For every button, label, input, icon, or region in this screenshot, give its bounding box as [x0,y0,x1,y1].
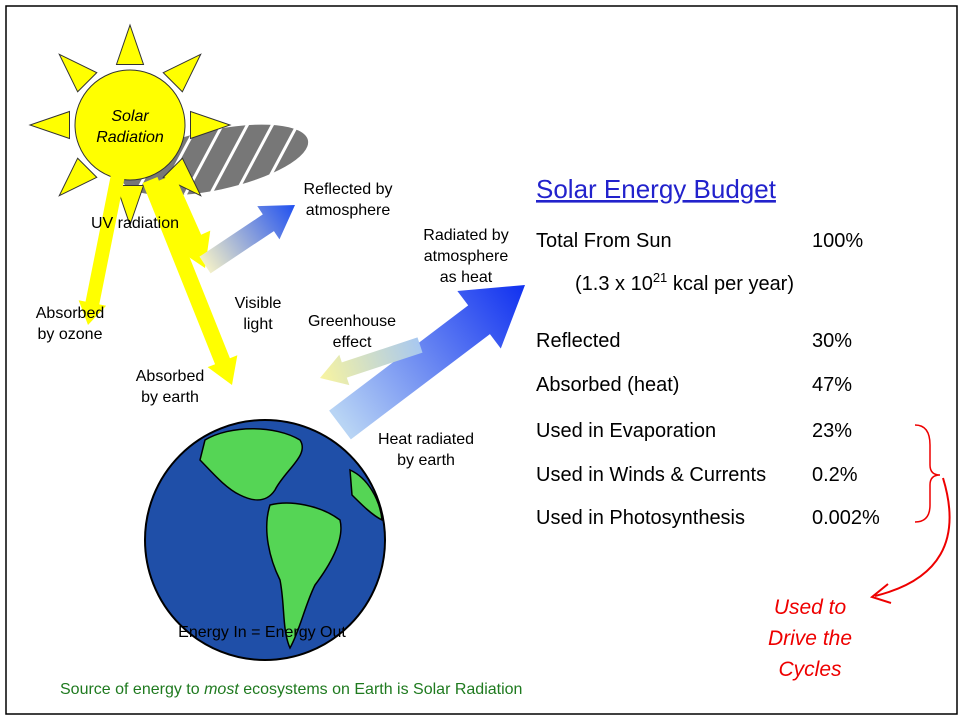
label: light [243,316,273,333]
sun-ray [190,110,232,140]
label: UV radiation [91,215,179,232]
label: Radiated by [423,227,508,244]
footer-part: Source of energy to [60,681,204,698]
row-label: Used in Photosynthesis [536,507,745,529]
continent [199,428,303,501]
budget-title: Solar Energy Budget [536,174,777,204]
cloud-stripe [283,119,327,196]
sun-ray [28,110,70,140]
reflect-in-arrow [155,173,211,268]
sun-ray [162,157,202,197]
note-part: kcal per year) [667,273,794,295]
sun-ray [58,157,98,197]
row-value: 0.002% [812,507,880,529]
continent [266,502,342,650]
cloud-stripe [208,119,252,196]
reflected-arrow [199,205,295,274]
label: by earth [141,389,199,406]
sun-ray [58,53,98,93]
cycle-arrow [874,477,951,597]
cycles-label: Drive the [768,627,852,650]
brace [914,424,941,523]
sun-ray [162,53,202,93]
cycles-label: Cycles [778,658,842,681]
row-value: 47% [812,374,852,396]
row-value: 30% [812,330,852,352]
note: (1.3 x 1021 kcal per year) [575,270,794,295]
label: Greenhouse [308,313,396,330]
label: Reflected by [304,181,393,198]
label: Heat radiated [378,431,474,448]
cloud-stripe [258,119,302,196]
cycles-label: Used to [774,596,847,619]
greenhouse-arrow [320,337,423,386]
row-value: 100% [812,230,863,252]
label: effect [333,334,372,351]
row-label: Used in Winds & Currents [536,464,766,486]
radiated-arrow [329,285,525,440]
row-value: 0.2% [812,464,858,486]
label: atmosphere [424,248,509,265]
continent [349,468,383,522]
row-label: Reflected [536,330,621,352]
sun [74,69,186,181]
footer-part: most [204,681,239,698]
slide-border [5,5,958,715]
row-label: Total From Sun [536,230,672,252]
visible-arrow [142,177,238,385]
note-part: (1.3 x 10 [575,273,653,295]
sun-ray [115,23,145,65]
label: by ozone [38,326,103,343]
balance-label: Energy In = Energy Out [178,624,346,641]
label: Absorbed [36,305,105,322]
label: Visible [235,295,282,312]
row-label: Absorbed (heat) [536,374,679,396]
sun-ray [115,185,145,227]
note-exp: 21 [653,270,667,285]
earth [144,419,386,661]
cloud-stripe [233,119,277,196]
sun-label: Solar [111,108,149,125]
footer-part: ecosystems on Earth is Solar Radiation [239,681,523,698]
sun-label: Radiation [96,129,164,146]
label: as heat [440,269,493,286]
label: Absorbed [136,368,205,385]
row-value: 23% [812,420,852,442]
label: atmosphere [306,202,391,219]
row-label: Used in Evaporation [536,420,716,442]
label: by earth [397,452,455,469]
cycle-arrowhead [869,583,892,604]
footer: Source of energy to most ecosystems on E… [60,681,522,698]
uv-arrow [78,173,125,325]
